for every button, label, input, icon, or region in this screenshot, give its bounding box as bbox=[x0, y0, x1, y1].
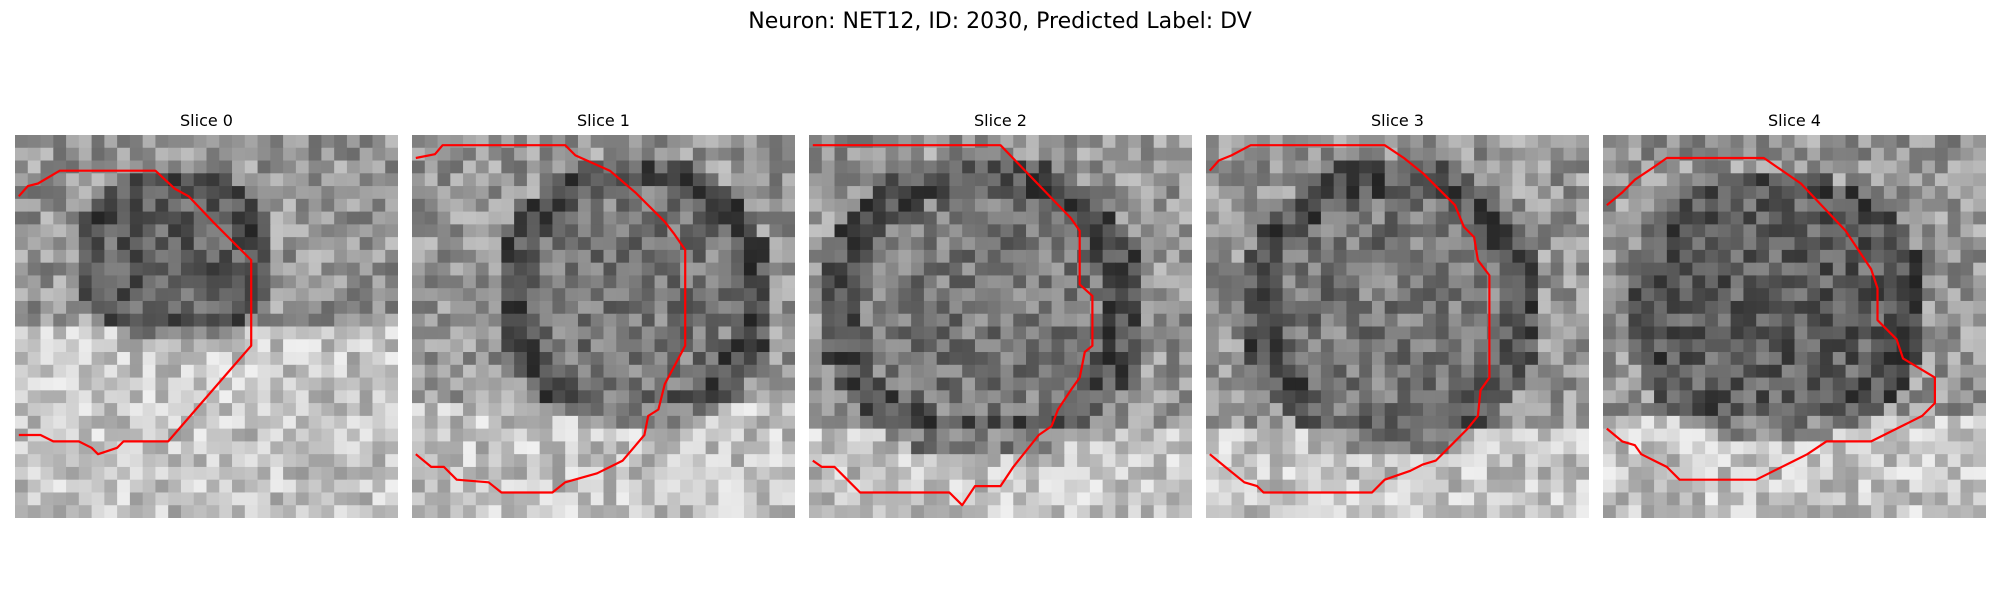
slice-image-0 bbox=[15, 135, 398, 518]
slice-panel-1: Slice 1 bbox=[412, 110, 795, 518]
pixel-grid bbox=[1603, 135, 1986, 518]
segmentation-contour bbox=[17, 169, 253, 456]
segmentation-contour bbox=[1208, 144, 1491, 494]
slice-title-3: Slice 3 bbox=[1371, 111, 1424, 130]
slice-title-2: Slice 2 bbox=[974, 111, 1027, 130]
slice-title-4: Slice 4 bbox=[1768, 111, 1821, 130]
segmentation-contour bbox=[415, 144, 687, 494]
figure-title: Neuron: NET12, ID: 2030, Predicted Label… bbox=[748, 9, 1252, 34]
slice-panel-2: Slice 2 bbox=[809, 110, 1192, 518]
pixel-grid bbox=[1206, 135, 1589, 518]
slice-image-1 bbox=[412, 135, 795, 518]
slice-title-0: Slice 0 bbox=[180, 111, 233, 130]
pixel-grid bbox=[412, 135, 795, 518]
slice-panel-4: Slice 4 bbox=[1603, 110, 1986, 518]
pixel-grid bbox=[15, 135, 398, 518]
slice-image-3 bbox=[1206, 135, 1589, 518]
slice-title-1: Slice 1 bbox=[577, 111, 630, 130]
segmentation-contour bbox=[812, 144, 1094, 507]
slice-image-2 bbox=[809, 135, 1192, 518]
slice-panel-0: Slice 0 bbox=[15, 110, 398, 518]
segmentation-contour bbox=[1606, 156, 1936, 481]
slice-image-4 bbox=[1603, 135, 1986, 518]
pixel-grid bbox=[809, 135, 1192, 518]
slice-panel-3: Slice 3 bbox=[1206, 110, 1589, 518]
